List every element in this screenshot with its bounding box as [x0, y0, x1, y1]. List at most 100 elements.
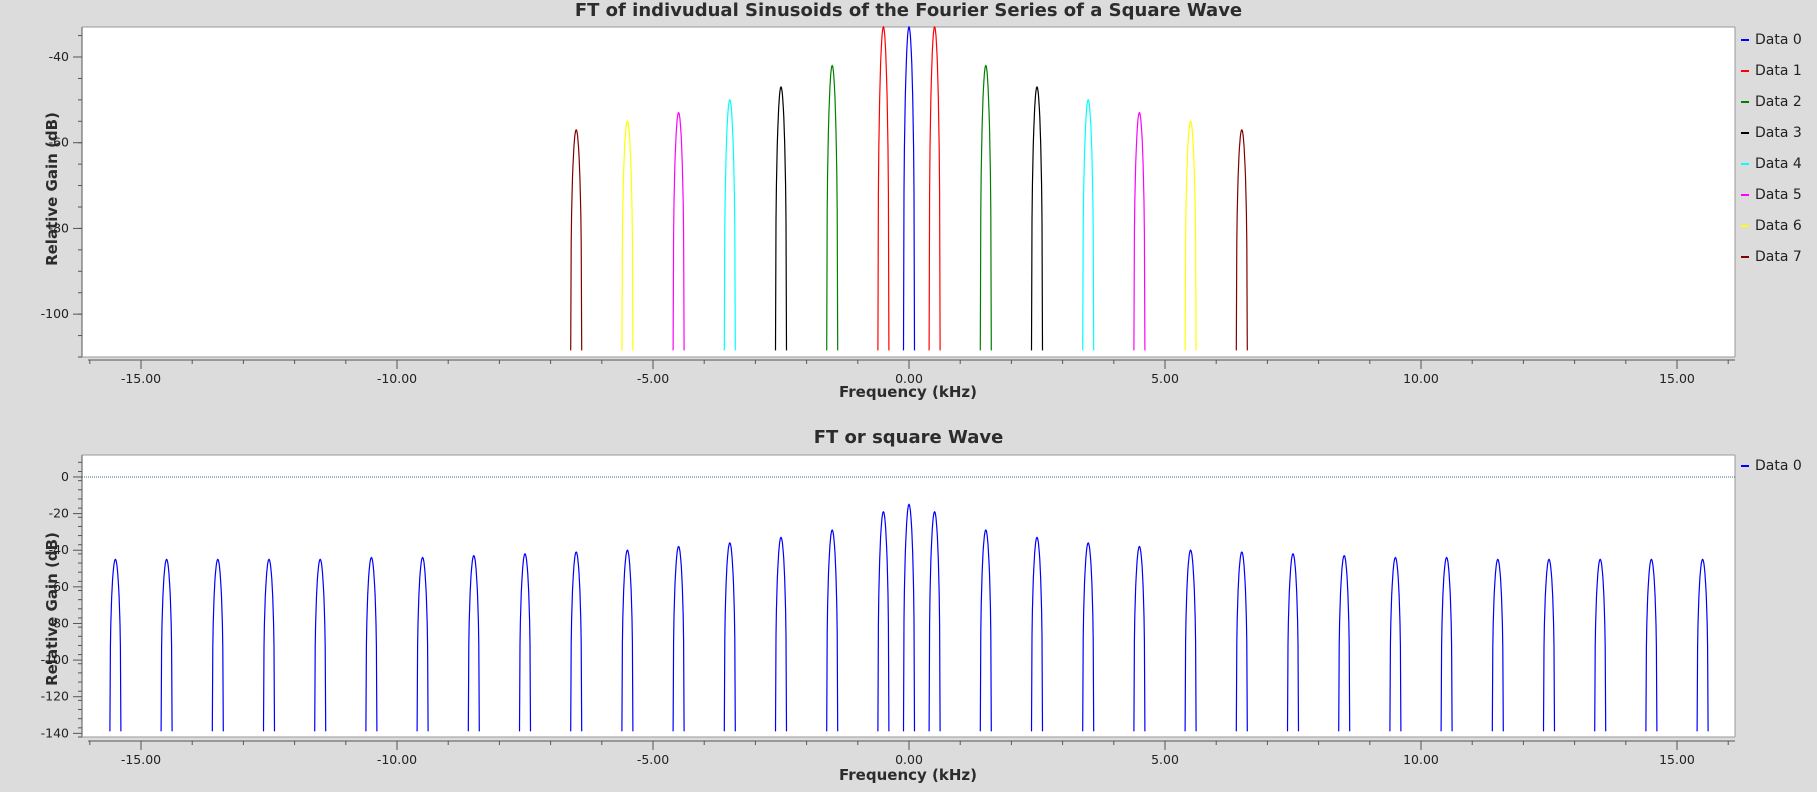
- spectral-peak: [1235, 551, 1248, 732]
- spectral-peak: [1184, 120, 1197, 351]
- spectral-peak: [672, 545, 685, 732]
- spectral-peak: [160, 558, 173, 732]
- legend-label: Data 3: [1755, 124, 1802, 141]
- legend-swatch: [1741, 69, 1749, 72]
- x-tick-label: -15.00: [121, 752, 161, 767]
- spectral-peak: [1030, 85, 1044, 351]
- x-tick-label: 5.00: [1151, 371, 1179, 386]
- spectral-peak: [314, 558, 327, 732]
- legend-item: Data 0: [1741, 24, 1802, 55]
- x-tick-label: 5.00: [1151, 752, 1179, 767]
- spectral-peak: [774, 536, 788, 732]
- spectral-peak: [211, 558, 224, 732]
- y-tick-label: 0: [61, 469, 69, 484]
- spectral-peak: [979, 529, 992, 732]
- legend-label: Data 5: [1755, 186, 1802, 203]
- spectral-peak: [365, 556, 378, 732]
- legend-swatch: [1741, 100, 1749, 103]
- spectral-peak: [723, 98, 736, 351]
- y-tick-label: -140: [41, 725, 69, 740]
- x-tick-label: -5.00: [637, 371, 669, 386]
- spectral-peak: [1286, 553, 1300, 732]
- legend-swatch: [1741, 162, 1749, 165]
- plot-area: [82, 455, 1735, 737]
- spectral-peak: [723, 541, 736, 732]
- spectral-peak: [1594, 558, 1607, 732]
- x-axis-label-bottom: Frequency (kHz): [839, 766, 977, 784]
- spectral-peak: [1542, 558, 1556, 732]
- spectral-peak: [621, 120, 634, 351]
- x-tick-label: -10.00: [377, 752, 417, 767]
- x-axis-label-top: Frequency (kHz): [839, 383, 977, 401]
- spectral-peak: [1645, 558, 1658, 732]
- spectral-peak: [672, 111, 685, 351]
- spectral-peak: [1696, 558, 1709, 732]
- spectral-peak: [570, 551, 583, 732]
- legend-swatch: [1741, 255, 1749, 258]
- legend-item: Data 1: [1741, 55, 1802, 86]
- legend-label: Data 0: [1755, 31, 1802, 48]
- legend-label: Data 6: [1755, 217, 1802, 234]
- legend-item: Data 5: [1741, 179, 1802, 210]
- spectral-peak: [877, 25, 890, 351]
- plot-area: [82, 27, 1735, 357]
- x-tick-label: 10.00: [1403, 752, 1439, 767]
- x-tick-label: -10.00: [377, 371, 417, 386]
- y-tick-label: -40: [49, 542, 69, 557]
- legend-bottom: Data 0: [1741, 450, 1802, 481]
- spectral-peak: [1235, 128, 1248, 351]
- spectral-peak: [1082, 541, 1095, 732]
- legend-item: Data 6: [1741, 210, 1802, 241]
- spectral-peak: [1440, 556, 1453, 732]
- legend-swatch: [1741, 193, 1749, 196]
- legend-label: Data 4: [1755, 155, 1802, 172]
- spectral-peak: [109, 558, 122, 732]
- y-tick-label: -40: [49, 49, 69, 64]
- spectral-peak: [621, 549, 634, 732]
- y-tick-label: -60: [49, 135, 69, 150]
- spectral-peak: [928, 25, 941, 351]
- y-tick-label: -120: [41, 689, 69, 704]
- spectral-peak: [1030, 536, 1044, 732]
- y-tick-label: -100: [41, 652, 69, 667]
- y-tick-label: -100: [41, 306, 69, 321]
- x-tick-label: 10.00: [1403, 371, 1439, 386]
- spectral-peak: [262, 558, 276, 732]
- spectral-peak: [877, 510, 890, 732]
- spectral-peak: [518, 553, 532, 732]
- y-tick-label: -80: [49, 220, 69, 235]
- legend-item: Data 4: [1741, 148, 1802, 179]
- chart-title-bottom: FT or square Wave: [813, 427, 1004, 448]
- spectral-peak: [416, 556, 429, 732]
- legend-label: Data 2: [1755, 93, 1802, 110]
- spectral-peak: [1389, 556, 1402, 732]
- x-tick-label: -5.00: [637, 752, 669, 767]
- legend-top: Data 0 Data 1 Data 2 Data 3 Data 4 Data 5 Data…: [1741, 24, 1802, 272]
- legend-item: Data 2: [1741, 86, 1802, 117]
- spectral-peak: [928, 510, 941, 732]
- spectral-peak: [1082, 98, 1095, 351]
- y-tick-label: -20: [49, 506, 69, 521]
- legend-swatch: [1741, 224, 1749, 227]
- spectral-peak: [979, 64, 992, 351]
- spectral-peak: [570, 128, 583, 351]
- y-tick-label: -80: [49, 615, 69, 630]
- y-tick-label: -60: [49, 579, 69, 594]
- x-tick-label: 15.00: [1659, 371, 1695, 386]
- spectral-peak: [902, 503, 916, 732]
- spectral-peak: [826, 529, 839, 732]
- legend-swatch: [1741, 38, 1749, 41]
- chart-title-top: FT of indivudual Sinusoids of the Fourie…: [574, 0, 1243, 21]
- spectral-peak: [1338, 554, 1351, 732]
- x-tick-label: 0.00: [895, 752, 923, 767]
- x-tick-label: 15.00: [1659, 752, 1695, 767]
- legend-item: Data 7: [1741, 241, 1802, 272]
- spectral-peak: [1184, 549, 1197, 732]
- spectral-peak: [902, 25, 916, 351]
- x-tick-label: 0.00: [895, 371, 923, 386]
- spectral-peak: [1133, 545, 1146, 732]
- legend-swatch: [1741, 464, 1749, 467]
- spectral-peak: [826, 64, 839, 351]
